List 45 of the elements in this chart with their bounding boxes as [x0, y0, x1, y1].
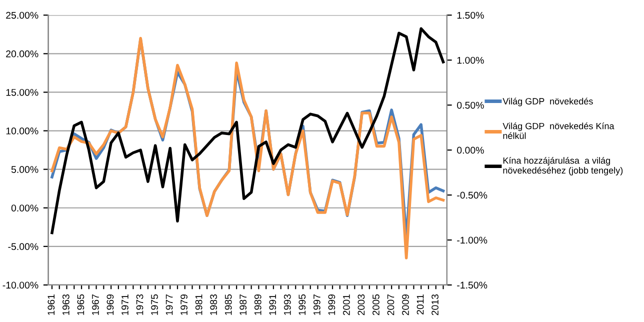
x-tick-label: 1967: [92, 294, 99, 315]
y2-tick-label: -1.50%: [457, 282, 488, 289]
x-tick-label: 2007: [387, 294, 394, 316]
y2-tick-label: -1.00%: [457, 236, 488, 244]
y2-tick-label: 1.00%: [457, 56, 484, 64]
y-tick-label: -5.00%: [8, 243, 38, 250]
x-tick-label: 1975: [151, 294, 158, 315]
x-tick-label: 2011: [416, 294, 424, 314]
legend-label: Világ GDP növekedés: [502, 98, 593, 106]
x-tick-label: 1987: [240, 294, 247, 315]
y-tick-label: -10.00%: [2, 282, 38, 289]
x-tick-label: 1997: [313, 294, 320, 315]
x-tick-label: 1999: [328, 294, 336, 315]
y-tick-label: 5.00%: [11, 166, 38, 173]
x-tick-label: 2009: [402, 294, 409, 316]
x-tick-label: 2013: [432, 294, 438, 316]
y-tick-label: 10.00%: [6, 128, 38, 134]
x-tick-label: 2003: [358, 294, 365, 316]
y2-tick-label: 0.50%: [457, 102, 484, 109]
x-tick-label: 1995: [298, 294, 306, 315]
y2-tick-label: 1.50%: [457, 12, 484, 19]
x-tick-label: 1965: [77, 294, 84, 315]
y-tick-label: 15.00%: [6, 88, 38, 96]
legend-label: Kína hozzájárulása a világ növekedéséhez (jobb tengely): [503, 157, 623, 176]
y2-tick-label: 0.00%: [457, 146, 484, 154]
x-tick-label: 1961: [48, 294, 55, 315]
x-tick-label: 1981: [195, 294, 202, 315]
y-tick-label: 0.00%: [11, 204, 38, 212]
x-tick-label: 1983: [210, 294, 218, 315]
x-tick-label: 1977: [166, 294, 173, 315]
x-tick-label: 1985: [224, 294, 232, 315]
x-tick-label: 1971: [122, 294, 128, 315]
y-tick-label: 20.00%: [6, 50, 38, 58]
x-tick-label: 1993: [284, 294, 291, 315]
x-tick-label: 1973: [136, 294, 144, 315]
x-tick-label: 1963: [62, 294, 70, 315]
y2-tick-label: -0.50%: [457, 192, 488, 199]
x-tick-label: 2001: [343, 294, 350, 316]
y-tick-label: 25.00%: [6, 12, 38, 19]
legend-label: Világ GDP növekedés Kína nélkül: [502, 122, 614, 139]
x-tick-label: 2005: [372, 294, 380, 316]
x-tick-label: 1989: [254, 294, 262, 315]
x-tick-label: 1979: [180, 294, 188, 315]
x-tick-label: 1969: [106, 294, 114, 315]
x-tick-label: 1991: [269, 294, 276, 315]
